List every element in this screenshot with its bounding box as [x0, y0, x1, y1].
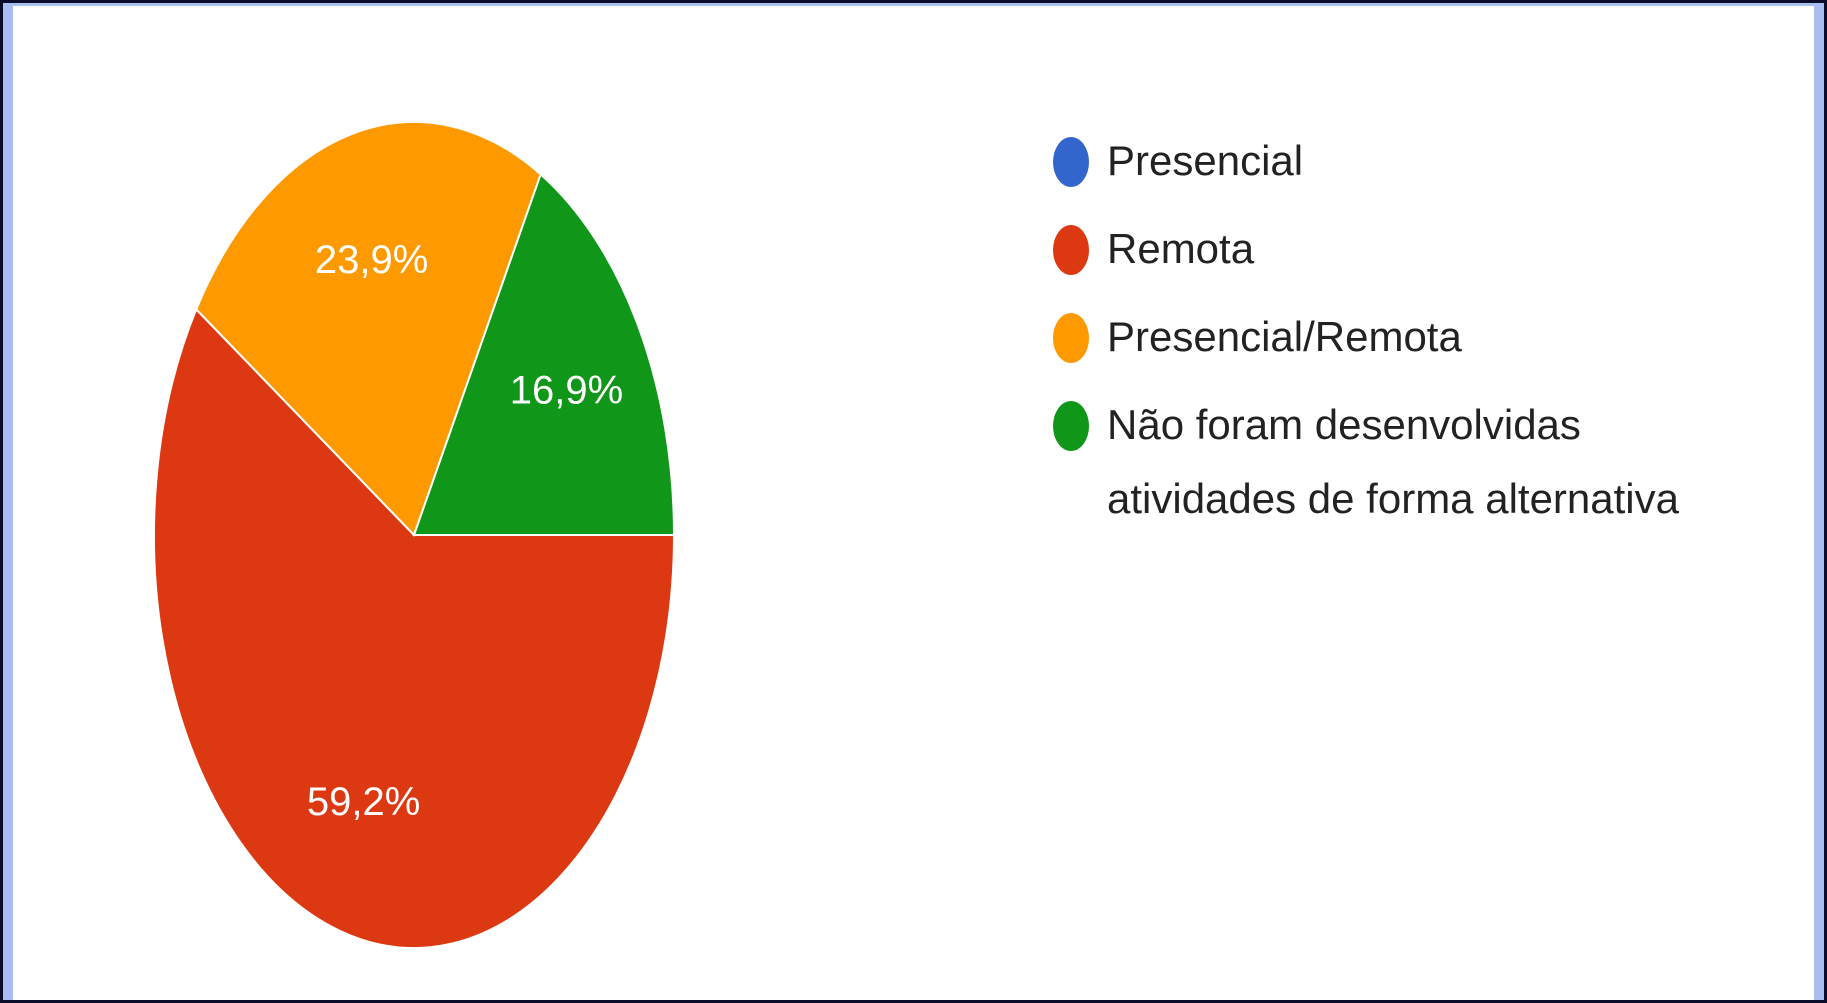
legend-item: Presencial	[1053, 124, 1753, 198]
legend-swatch	[1053, 225, 1089, 275]
legend-item: Remota	[1053, 212, 1753, 286]
legend-label: Presencial	[1107, 137, 1304, 184]
legend-swatch	[1053, 313, 1089, 363]
legend-label: Presencial/Remota	[1107, 313, 1462, 360]
pie-slice	[195, 121, 542, 537]
panel: 59,2% 23,9% 16,9% Presencial Remota Presenci…	[13, 6, 1814, 1000]
slice-label: 16,9%	[510, 368, 623, 412]
legend-label: Não foram desenvolvidas atividades de fo…	[1107, 401, 1679, 522]
slice-label: 59,2%	[307, 780, 420, 824]
legend-swatch	[1053, 137, 1089, 187]
chart: 59,2% 23,9% 16,9%	[153, 121, 676, 949]
legend-item: Presencial/Remota	[1053, 300, 1753, 374]
legend-label: Remota	[1107, 225, 1255, 272]
slice-label: 23,9%	[315, 238, 428, 282]
pie-slice	[153, 307, 676, 949]
legend: Presencial Remota Presencial/Remota Não for…	[1053, 124, 1753, 550]
legend-item: Não foram desenvolvidas atividades de fo…	[1053, 388, 1753, 536]
frame: 59,2% 23,9% 16,9% Presencial Remota Presenci…	[3, 3, 1824, 1000]
legend-swatch	[1053, 401, 1089, 451]
pie-slice	[412, 172, 676, 536]
